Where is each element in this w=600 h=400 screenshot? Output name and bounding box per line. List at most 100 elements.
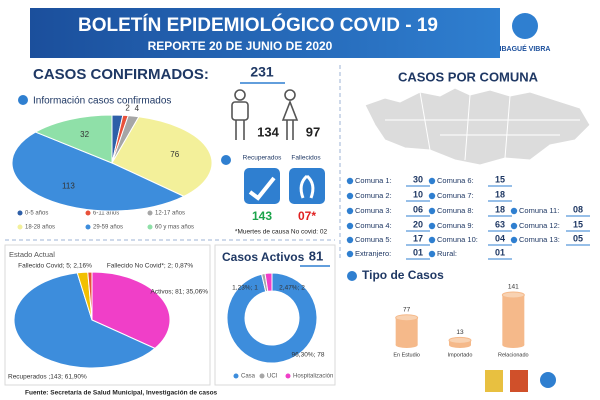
icon [428, 177, 436, 185]
icon [346, 222, 354, 230]
comuna-value: 08 [573, 204, 583, 214]
recovered: 143 [252, 209, 272, 223]
bar-cap [395, 314, 419, 322]
legend-label: 0-5 años [25, 211, 48, 217]
legend-swatch [233, 373, 239, 379]
logo-icon [512, 13, 538, 39]
icon [428, 222, 436, 230]
legend-swatch [147, 224, 153, 230]
comuna-value: 17 [413, 233, 423, 243]
comuna-value: 20 [413, 219, 423, 229]
bar-cap [448, 336, 472, 344]
logo-badge [510, 370, 528, 392]
icon [346, 177, 354, 185]
legend-swatch [259, 373, 265, 379]
comuna-label: Comuna 1: [355, 176, 392, 185]
confirmed-label: CASOS CONFIRMADOS: [33, 66, 209, 83]
icon [510, 222, 518, 230]
comuna-value: 15 [573, 219, 583, 229]
data-label: 32 [80, 130, 89, 139]
data-label: 96,30%; 78 [292, 352, 325, 359]
logo-icon [540, 372, 556, 388]
people-icons [231, 89, 299, 140]
icon [428, 250, 436, 258]
source: Fuente: Secretaría de Salud Municipal, I… [25, 390, 218, 397]
slice [91, 271, 171, 349]
slice [13, 272, 156, 369]
chart-title: Casos Activos [222, 250, 305, 264]
women: 97 [306, 124, 320, 139]
x-tick-label: Relacionado [498, 352, 529, 358]
comuna-value: 06 [413, 204, 423, 214]
legend-swatch [17, 224, 23, 230]
active-total: 81 [309, 248, 323, 263]
chart-title: Información casos confirmados [33, 96, 171, 107]
legend-label: 18-28 años [25, 225, 55, 231]
comuna-label: Comuna 4: [355, 221, 392, 230]
comuna-label: Comuna 5: [355, 235, 392, 244]
data-label: Fallecido Covid; 5; 2,16% [18, 263, 92, 270]
data-label: 2 [125, 103, 130, 112]
deceased-icon [289, 168, 325, 204]
subtitle: REPORTE 20 DE JUNIO DE 2020 [148, 39, 333, 53]
legend-label: 29-59 años [93, 225, 123, 231]
legend-swatch [147, 210, 153, 216]
legend-swatch [85, 210, 91, 216]
data-label: 77 [403, 306, 411, 313]
icon [346, 236, 354, 244]
icon [428, 192, 436, 200]
comuna-value: 18 [495, 189, 505, 199]
comuna-label: Comuna 12: [519, 221, 560, 230]
comuna-value: 04 [495, 233, 505, 243]
comuna-label: Comuna 11: [519, 206, 559, 215]
slice [111, 116, 213, 197]
legend-label: Casa [241, 374, 256, 380]
comuna-label: Comuna 2: [355, 191, 392, 200]
slice [34, 114, 113, 164]
recovered-icon [244, 168, 280, 204]
data-label: Recuperados ;143; 61,90% [8, 374, 87, 381]
bar-cap [395, 342, 418, 348]
icon [221, 155, 231, 165]
legend-swatch [17, 210, 23, 216]
comuna-label: Comuna 13: [519, 235, 560, 244]
comuna-value: 18 [495, 204, 505, 214]
legend-label: 60 y mas años [155, 225, 194, 231]
icon [346, 250, 354, 258]
data-label: 4 [135, 104, 140, 113]
icon [510, 207, 518, 215]
recovered-label: Recuperados [243, 155, 282, 162]
comuna-label: Comuna 10: [437, 235, 478, 244]
icon [428, 236, 436, 244]
confirmed-total: 231 [250, 64, 274, 80]
deceased-label: Fallecidos [291, 155, 321, 162]
icon [346, 192, 354, 200]
comuna-value: 01 [495, 247, 505, 257]
note: *Muertes de causa No covid: 02 [235, 229, 328, 236]
bar-cap [502, 342, 525, 348]
data-label: 13 [456, 329, 464, 336]
data-label: 141 [508, 284, 519, 291]
deceased: 07* [298, 209, 316, 223]
chart-title: Estado Actual [9, 250, 55, 259]
slice [226, 272, 318, 364]
icon [18, 95, 28, 105]
data-label: Fallecido No Covid*; 2; 0,87% [107, 263, 194, 270]
legend-swatch [85, 224, 91, 230]
legend-label: 12-17 años [155, 211, 185, 217]
comuna-label: Comuna 6: [437, 176, 474, 185]
legend-swatch [285, 373, 291, 379]
comuna-value: 10 [413, 189, 423, 199]
legend-label: 6-11 años [93, 211, 119, 217]
slice [87, 271, 93, 321]
comuna-value: 30 [413, 174, 423, 184]
title: BOLETÍN EPIDEMIOLÓGICO COVID - 19 [78, 14, 438, 36]
bar [502, 295, 525, 345]
icon [428, 207, 436, 215]
men: 134 [257, 124, 279, 139]
comuna-value: 63 [495, 219, 505, 229]
data-label: 76 [170, 150, 179, 159]
logo: IBAGUÉ VIBRA [500, 44, 551, 53]
data-label: Activos; 81; 35,06% [151, 289, 209, 296]
comuna-label: Rural: [437, 249, 457, 258]
